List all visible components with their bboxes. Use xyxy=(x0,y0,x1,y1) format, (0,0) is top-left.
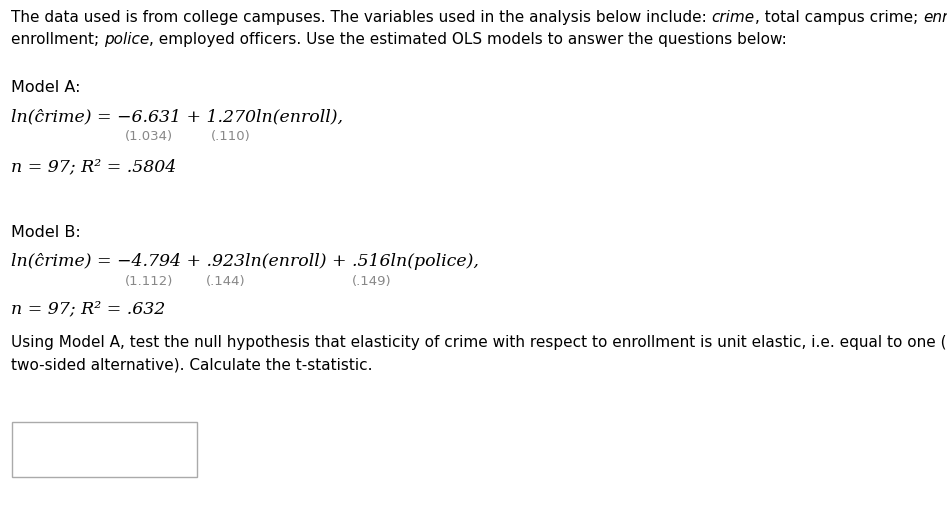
Text: −4.794 + .923ln(enroll) +: −4.794 + .923ln(enroll) + xyxy=(117,253,352,270)
Text: ln(ĉrime) = −6.631 + 1.270ln(enroll),: ln(ĉrime) = −6.631 + 1.270ln(enroll), xyxy=(11,108,343,125)
Text: (.144): (.144) xyxy=(0,0,40,13)
Text: n = 97; R² = .632: n = 97; R² = .632 xyxy=(11,300,165,317)
Text: enrollment;: enrollment; xyxy=(11,32,104,47)
Text: (1.034): (1.034) xyxy=(0,0,48,13)
Text: Model A:: Model A: xyxy=(11,80,80,95)
Text: ln(ĉrime) =: ln(ĉrime) = xyxy=(11,108,117,125)
Text: .923: .923 xyxy=(206,253,245,270)
Text: (1.034): (1.034) xyxy=(125,130,173,143)
Text: enroll: enroll xyxy=(923,10,947,25)
Text: (1.112): (1.112) xyxy=(125,275,173,288)
Text: ln(ĉrime) =: ln(ĉrime) = xyxy=(11,253,117,270)
Text: .516: .516 xyxy=(352,253,390,270)
Text: (1.112): (1.112) xyxy=(0,0,48,13)
Text: (.110): (.110) xyxy=(0,0,40,13)
Text: The data used is from college campuses. The variables used in the analysis below: The data used is from college campuses. … xyxy=(11,10,711,25)
Bar xyxy=(12,422,197,477)
Text: (.110): (.110) xyxy=(211,130,251,143)
Text: crime: crime xyxy=(711,10,755,25)
Text: −6.631: −6.631 xyxy=(117,108,181,125)
Text: (.149): (.149) xyxy=(351,275,391,288)
Text: −4.794 +: −4.794 + xyxy=(117,253,206,270)
Text: two-sided alternative). Calculate the t-statistic.: two-sided alternative). Calculate the t-… xyxy=(11,357,372,372)
Text: 1.270: 1.270 xyxy=(206,108,256,125)
Text: police: police xyxy=(104,32,150,47)
Text: −6.631 +: −6.631 + xyxy=(117,108,206,125)
Text: Using Model A, test the null hypothesis that elasticity of crime with respect to: Using Model A, test the null hypothesis … xyxy=(11,335,947,350)
Text: (.149): (.149) xyxy=(0,0,40,13)
Text: , employed officers. Use the estimated OLS models to answer the questions below:: , employed officers. Use the estimated O… xyxy=(150,32,787,47)
Text: Model B:: Model B: xyxy=(11,225,80,240)
Text: (.144): (.144) xyxy=(205,275,245,288)
Text: ln(ĉrime) = −4.794 + .923ln(enroll) + .516ln(police),: ln(ĉrime) = −4.794 + .923ln(enroll) + .… xyxy=(11,253,479,270)
Text: −4.794: −4.794 xyxy=(117,253,181,270)
Text: , total campus crime;: , total campus crime; xyxy=(755,10,923,25)
Text: n = 97; R² = .5804: n = 97; R² = .5804 xyxy=(11,158,176,175)
